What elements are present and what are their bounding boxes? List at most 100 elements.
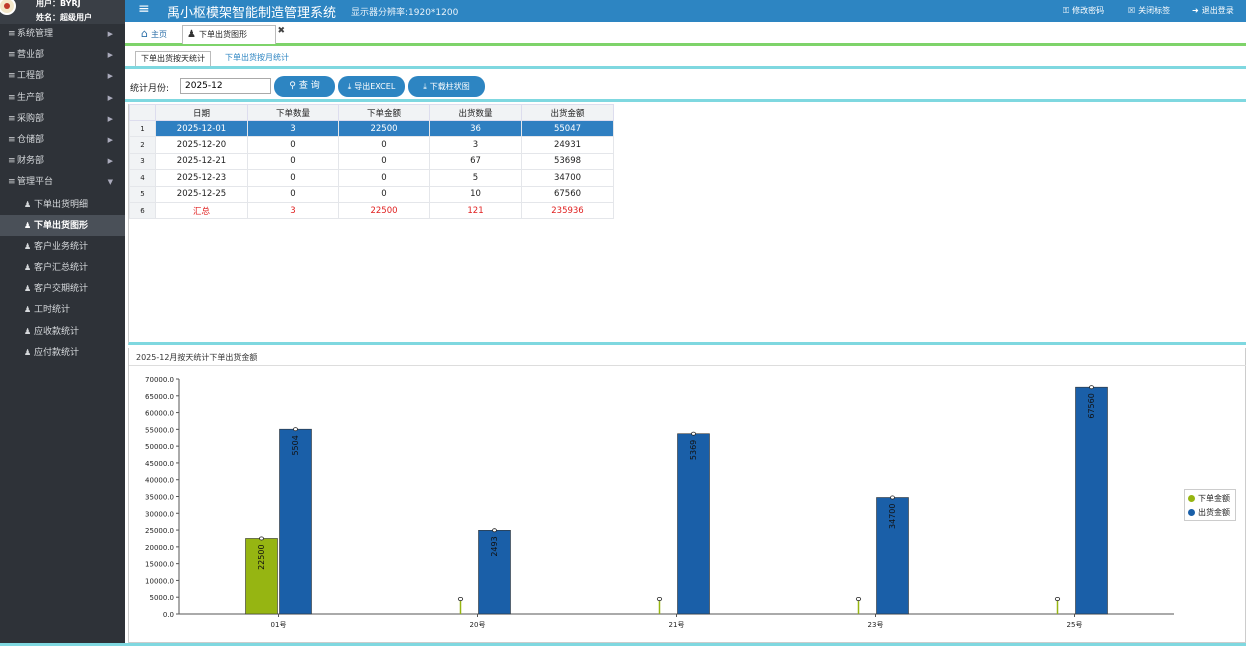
bar-marker [492, 528, 497, 533]
column-header-ship-qty[interactable]: 出货数量 [429, 104, 522, 121]
chart-legend: 下单金额 出货金额 [1184, 489, 1236, 521]
sidebar-category-purchasing[interactable]: ≡采购部 ▶ [0, 109, 125, 130]
export-excel-button[interactable]: ⤓ 导出EXCEL [338, 76, 405, 97]
tab-order-shipment-chart[interactable]: ♟ 下单出货图形 ✖ [182, 25, 285, 44]
cell-order-qty: 0 [247, 152, 339, 171]
sidebar-item-customer-summary[interactable]: ♟ 客户汇总统计 [0, 257, 125, 278]
sidebar-item-customer-delivery[interactable]: ♟ 客户交期统计 [0, 278, 125, 299]
caret-right-icon: ▶ [107, 114, 113, 123]
sidebar-category-finance[interactable]: ≡财务部 ▶ [0, 151, 125, 172]
sidebar-item-work-hours[interactable]: ♟ 工时统计 [0, 299, 125, 320]
hamburger-icon[interactable]: ≡ [138, 1, 150, 17]
subtab-daily[interactable]: 下单出货按天统计 [135, 51, 211, 66]
table-total-row[interactable]: 6 汇总 3 22500 121 235936 [129, 201, 614, 220]
sidebar-item-label: 应付款统计 [34, 347, 80, 358]
cell-ship-qty: 5 [429, 169, 522, 187]
table-row[interactable]: 4 2025-12-23 0 0 5 34700 [129, 169, 614, 187]
bar [245, 538, 278, 615]
cell-ship-amount: 24931 [521, 136, 614, 154]
subtab-monthly[interactable]: 下单出货按月统计 [225, 53, 289, 62]
table-row[interactable]: 1 2025-12-01 3 22500 36 55047 [129, 119, 614, 138]
data-table: 日期 下单数量 下单金额 出货数量 出货金额 1 2025-12-01 3 22… [129, 104, 614, 220]
cell-ship-amount: 53698 [521, 152, 614, 171]
sidebar-category-management[interactable]: ≡管理平台 ▼ [0, 172, 125, 193]
y-tick-label: 50000.0 [145, 443, 174, 451]
bar [279, 428, 312, 615]
y-tick-label: 40000.0 [145, 477, 174, 485]
close-tabs-label: 关闭标签 [1138, 6, 1171, 15]
app-title: 禹小枢模架智能制造管理系统 [167, 6, 337, 21]
table-row[interactable]: 2 2025-12-20 0 0 3 24931 [129, 136, 614, 154]
caret-right-icon: ▶ [107, 157, 113, 166]
sidebar-category-label: 系统管理 [17, 29, 54, 39]
column-header-ship-amount[interactable]: 出货金额 [521, 104, 614, 121]
legend-item-shipment[interactable]: 出货金额 [1188, 507, 1230, 518]
user-icon: ♟ [24, 305, 32, 315]
column-header-order-amount[interactable]: 下单金额 [338, 104, 430, 121]
change-password-button[interactable]: ⚿ 修改密码 [1063, 5, 1104, 16]
sidebar: 用户：BYRJ 姓名：超级用户 ≡系统管理 ▶ ≡营业部 ▶ ≡工程部 ▶ ≡生产部 ▶… [0, 0, 125, 646]
legend-dot-icon [1188, 495, 1195, 502]
row-number: 5 [129, 185, 156, 203]
menu-icon: ≡ [8, 50, 16, 61]
column-header-order-qty[interactable]: 下单数量 [247, 104, 339, 121]
sidebar-item-label: 下单出货图形 [34, 220, 89, 231]
cell-date: 2025-12-25 [155, 185, 248, 203]
close-icon[interactable]: ✖ [277, 26, 285, 36]
query-button[interactable]: ⚲ 查 询 [274, 76, 335, 97]
sidebar-category-sales[interactable]: ≡营业部 ▶ [0, 45, 125, 66]
sidebar-item-label: 客户汇总统计 [34, 263, 89, 274]
bar-marker [656, 596, 663, 601]
bar-marker [259, 536, 264, 541]
row-number: 2 [129, 136, 156, 154]
sidebar-item-payables[interactable]: ♟ 应付款统计 [0, 342, 125, 363]
download-bar-chart-button[interactable]: ⤓ 下载柱状图 [408, 76, 485, 97]
download-icon: ⤓ [423, 82, 427, 91]
user-icon: ♟ [24, 220, 32, 230]
sidebar-item-customer-business[interactable]: ♟ 客户业务统计 [0, 236, 125, 257]
y-tick-label: 70000.0 [145, 376, 174, 384]
caret-right-icon: ▶ [107, 51, 113, 60]
resolution-text: 显示器分辨率:1920*1200 [351, 8, 459, 18]
sidebar-category-label: 工程部 [17, 71, 45, 82]
sidebar-category-warehouse[interactable]: ≡仓储部 ▶ [0, 130, 125, 151]
menu-icon: ≡ [8, 156, 16, 167]
bar-marker [890, 495, 895, 500]
cell-ship-amount: 67560 [521, 185, 614, 203]
close-tabs-button[interactable]: ☒ 关闭标签 [1128, 5, 1170, 16]
tab-home[interactable]: ⌂ 主页 [137, 25, 171, 44]
sign-out-icon: ➜ [1192, 6, 1199, 15]
y-tick-label: 10000.0 [145, 577, 174, 585]
legend-dot-icon [1188, 509, 1195, 516]
table-row[interactable]: 3 2025-12-21 0 0 67 53698 [129, 152, 614, 171]
table-row[interactable]: 5 2025-12-25 0 0 10 67560 [129, 185, 614, 203]
legend-item-order[interactable]: 下单金额 [1188, 493, 1230, 504]
row-number: 1 [129, 119, 156, 138]
cell-ship-qty: 10 [429, 185, 522, 203]
cell-order-amount: 22500 [338, 119, 430, 138]
data-label: 34700 [888, 504, 897, 529]
data-label: 2493 [490, 536, 499, 556]
user-icon: ♟ [24, 241, 32, 251]
caret-down-icon: ▼ [107, 178, 113, 187]
logout-button[interactable]: ➜ 退出登录 [1192, 5, 1234, 16]
sidebar-category-production[interactable]: ≡生产部 ▶ [0, 88, 125, 109]
x-tick-label: 25号 [1067, 621, 1083, 629]
sidebar-category-label: 营业部 [17, 50, 45, 61]
month-input[interactable] [180, 78, 271, 94]
sidebar-item-receivables[interactable]: ♟ 应收款统计 [0, 321, 125, 342]
user-name: 姓名：超级用户 [36, 13, 92, 22]
sidebar-category-engineering[interactable]: ≡工程部 ▶ [0, 66, 125, 87]
sidebar-item-order-shipment-chart[interactable]: ♟ 下单出货图形 [0, 214, 125, 236]
sidebar-item-order-shipment-detail[interactable]: ♟ 下单出货明细 [0, 194, 125, 215]
cell-order-amount: 0 [338, 152, 430, 171]
sidebar-category-system[interactable]: ≡系统管理 ▶ [0, 24, 125, 45]
cell-order-amount: 22500 [338, 201, 430, 220]
column-header-date[interactable]: 日期 [155, 104, 248, 121]
y-tick-label: 65000.0 [145, 393, 174, 401]
data-grid: 日期 下单数量 下单金额 出货数量 出货金额 1 2025-12-01 3 22… [128, 104, 1246, 345]
x-tick-label: 21号 [669, 621, 685, 629]
query-label: 查 询 [298, 81, 320, 91]
cell-ship-amount: 55047 [521, 119, 614, 138]
user-info: 用户：BYRJ 姓名：超级用户 [0, 0, 125, 24]
